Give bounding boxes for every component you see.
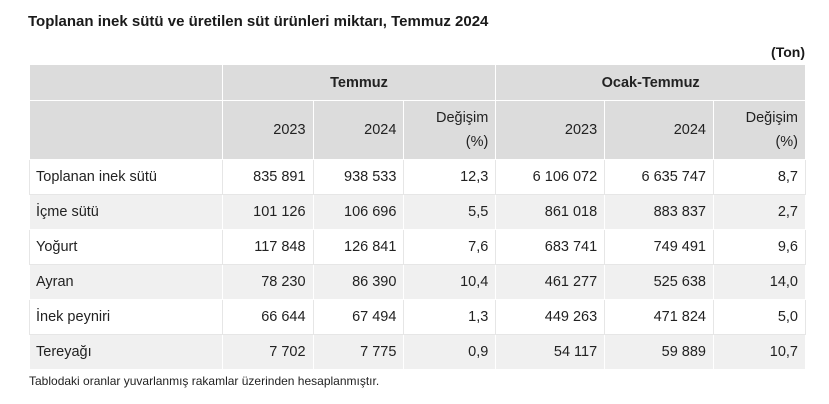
header-change-text: Değişim	[435, 110, 489, 126]
cell-temmuz-change: 5,5	[403, 194, 497, 230]
cell-temmuz-2024: 106 696	[312, 194, 405, 230]
cell-temmuz-change: 7,6	[403, 229, 497, 265]
cell-ocak-2023: 683 741	[495, 229, 606, 265]
header-label-cell	[29, 100, 223, 160]
row-label: Toplanan inek sütü	[29, 159, 223, 195]
cell-ocak-2023: 54 117	[495, 334, 606, 370]
cell-temmuz-2023: 78 230	[221, 264, 314, 300]
cell-ocak-2023: 449 263	[495, 299, 606, 335]
cell-ocak-2024: 59 889	[604, 334, 714, 370]
cell-temmuz-2023: 7 702	[221, 334, 314, 370]
header-ocak-2023: 2023	[495, 100, 606, 160]
header-change-text: Değişim	[745, 110, 798, 126]
header-change-unit: (%)	[775, 134, 798, 150]
cell-ocak-change: 14,0	[713, 264, 806, 300]
header-temmuz-2023: 2023	[221, 100, 314, 160]
cell-ocak-change: 5,0	[713, 299, 806, 335]
cell-temmuz-2023: 835 891	[221, 159, 314, 195]
row-label: İçme sütü	[29, 194, 223, 230]
cell-ocak-change: 10,7	[713, 334, 806, 370]
table-row: Yoğurt 117 848 126 841 7,6 683 741 749 4…	[29, 229, 806, 265]
cell-temmuz-change: 10,4	[403, 264, 497, 300]
cell-ocak-2024: 471 824	[604, 299, 714, 335]
cell-temmuz-2023: 66 644	[221, 299, 314, 335]
header-ocak-2024: 2024	[604, 100, 714, 160]
cell-temmuz-2024: 7 775	[312, 334, 405, 370]
cell-temmuz-change: 1,3	[403, 299, 497, 335]
cell-temmuz-2023: 117 848	[221, 229, 314, 265]
cell-temmuz-2024: 86 390	[312, 264, 405, 300]
cell-ocak-2023: 861 018	[495, 194, 606, 230]
row-label: Ayran	[29, 264, 223, 300]
table-row: İnek peyniri 66 644 67 494 1,3 449 263 4…	[29, 299, 806, 335]
row-label: İnek peyniri	[29, 299, 223, 335]
cell-ocak-2023: 461 277	[495, 264, 606, 300]
cell-ocak-change: 2,7	[713, 194, 806, 230]
cell-ocak-change: 8,7	[713, 159, 806, 195]
header-temmuz-change: Değişim (%)	[403, 100, 497, 160]
unit-label: (Ton)	[771, 44, 805, 60]
table-row: Ayran 78 230 86 390 10,4 461 277 525 638…	[29, 264, 806, 300]
cell-ocak-2024: 883 837	[604, 194, 714, 230]
header-temmuz-2024: 2024	[312, 100, 405, 160]
table-row: Tereyağı 7 702 7 775 0,9 54 117 59 889 1…	[29, 334, 806, 370]
header-empty-cell	[29, 64, 223, 101]
cell-temmuz-2024: 126 841	[312, 229, 405, 265]
page-title: Toplanan inek sütü ve üretilen süt ürünl…	[28, 13, 489, 30]
header-change-unit: (%)	[465, 134, 489, 150]
cell-ocak-2024: 525 638	[604, 264, 714, 300]
header-ocak-change: Değişim (%)	[713, 100, 806, 160]
cell-temmuz-2024: 938 533	[312, 159, 405, 195]
cell-ocak-2023: 6 106 072	[495, 159, 606, 195]
table-row: Toplanan inek sütü 835 891 938 533 12,3 …	[29, 159, 806, 195]
row-label: Tereyağı	[29, 334, 223, 370]
header-group-ocak-temmuz: Ocak-Temmuz	[495, 64, 806, 101]
header-sub-row: 2023 2024 Değişim (%) 2023 2024 Değişim …	[29, 100, 806, 160]
cell-temmuz-2023: 101 126	[221, 194, 314, 230]
cell-temmuz-2024: 67 494	[312, 299, 405, 335]
footnote: Tablodaki oranlar yuvarlanmış rakamlar ü…	[29, 374, 380, 388]
cell-temmuz-change: 0,9	[403, 334, 497, 370]
header-group-row: Temmuz Ocak-Temmuz	[29, 64, 806, 101]
header-group-temmuz: Temmuz	[221, 64, 497, 101]
cell-ocak-change: 9,6	[713, 229, 806, 265]
table-row: İçme sütü 101 126 106 696 5,5 861 018 88…	[29, 194, 806, 230]
cell-ocak-2024: 749 491	[604, 229, 714, 265]
data-table: Temmuz Ocak-Temmuz 2023 2024 Değişim (%)…	[29, 64, 806, 370]
cell-ocak-2024: 6 635 747	[604, 159, 714, 195]
cell-temmuz-change: 12,3	[403, 159, 497, 195]
row-label: Yoğurt	[29, 229, 223, 265]
